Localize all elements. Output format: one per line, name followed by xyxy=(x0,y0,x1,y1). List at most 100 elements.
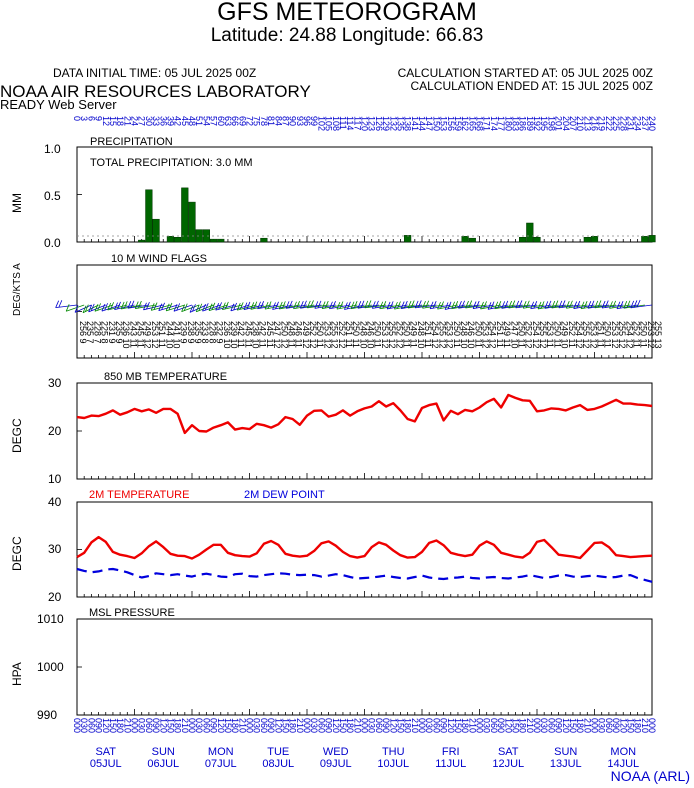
wind-barb-feather xyxy=(504,300,509,309)
wind-barb-feather xyxy=(480,301,484,310)
wind-label: 250 11 xyxy=(351,321,361,348)
wind-label: 236 10 xyxy=(222,321,232,349)
wind-barb-feather xyxy=(525,300,530,308)
hour-label-top: 15 xyxy=(108,116,118,126)
hour-label-top: 90 xyxy=(288,116,298,126)
wind-label: 250 11 xyxy=(473,321,483,348)
wind-barb-feather xyxy=(440,301,444,309)
hour-label-top: 93 xyxy=(295,116,305,126)
wind-barb-feather xyxy=(472,301,477,309)
hour-label-bottom: 120 xyxy=(273,718,283,733)
precip-bar xyxy=(260,237,268,243)
wind-barb-feather xyxy=(551,300,556,309)
wind-barb-feather xyxy=(324,300,329,309)
hour-label-top: 60 xyxy=(216,116,226,126)
wind-label: 238 9 xyxy=(186,321,196,344)
calc-ended: CALCULATION ENDED AT: 15 JUL 2025 00Z xyxy=(410,79,653,93)
hour-label-top: 135 xyxy=(395,116,405,131)
hour-label-top: 3 xyxy=(79,116,89,121)
wind-barb-feather xyxy=(82,305,87,313)
hour-label-bottom: 030 xyxy=(79,718,89,733)
hour-label-bottom: 060 xyxy=(201,718,211,733)
wind-label: 255 12 xyxy=(617,321,627,349)
wind-barb-feather xyxy=(630,300,635,309)
wind-barb-feather xyxy=(501,301,506,309)
precip-bar xyxy=(641,236,649,243)
hour-label-top: 132 xyxy=(388,116,398,131)
wind-barb-feather xyxy=(612,300,617,309)
wind-barb-feather xyxy=(508,300,513,309)
wind-label: 248 11 xyxy=(286,321,296,348)
mslp-ytick: 1000 xyxy=(37,660,64,674)
wind-barb-feather xyxy=(371,301,376,309)
day-label: SAT xyxy=(497,746,519,758)
wind-barb-feather xyxy=(432,301,437,309)
wind-barb-feather xyxy=(306,300,311,309)
day-label: SAT xyxy=(95,746,117,758)
hour-label-top: 159 xyxy=(453,116,463,131)
wind-barb-feather xyxy=(623,301,628,309)
wind-barb-feather xyxy=(360,300,365,308)
precip-bar xyxy=(526,222,534,243)
hour-label-top: 195 xyxy=(539,116,549,131)
hour-label-bottom: 210 xyxy=(237,718,247,733)
wind-label: 249 11 xyxy=(502,321,512,348)
page-title: GFS METEOROGRAM xyxy=(217,0,477,26)
day-label: SUN xyxy=(554,746,578,758)
wind-barb-feather xyxy=(181,304,185,312)
wind-barb-feather xyxy=(183,303,188,311)
precip-bar xyxy=(648,235,656,243)
page-subtitle: Latitude: 24.88 Longitude: 66.83 xyxy=(210,25,484,46)
wind-label: 251 11 xyxy=(423,321,433,348)
wind-barb-feather xyxy=(74,305,79,313)
wind-barb-feather xyxy=(487,302,492,310)
wind-label: 228 8 xyxy=(207,321,217,344)
hour-label-top: 72 xyxy=(245,116,255,126)
wind-label: 236 10 xyxy=(121,321,131,349)
wind-barb-feather xyxy=(515,300,520,309)
hour-label-bottom: 030 xyxy=(309,718,319,733)
wind-barb-feather xyxy=(447,301,452,309)
wind-barb-feather xyxy=(55,300,60,308)
wind-barb-feather xyxy=(150,303,155,311)
hour-label-bottom: 030 xyxy=(482,718,492,733)
date-label: 06JUL xyxy=(147,758,180,770)
wind-label: 251 11 xyxy=(157,321,167,348)
wind-barb-feather xyxy=(347,301,351,309)
wind-barb-feather xyxy=(198,303,203,311)
precip-ytick: 0.5 xyxy=(44,189,61,203)
wind-barb-feather xyxy=(204,303,209,311)
wind-barb-feather xyxy=(253,301,258,309)
credit-label: NOAA (ARL) xyxy=(610,768,690,784)
wind-label: 253 12 xyxy=(646,321,656,349)
hour-label-bottom: 180 xyxy=(575,718,585,733)
hour-label-bottom: 000 xyxy=(417,718,427,733)
hour-label-top: 198 xyxy=(546,116,556,131)
wind-label: 245 11 xyxy=(265,321,275,348)
wind-barb-feather xyxy=(494,301,499,309)
legend-2m-dew: 2M DEW POINT xyxy=(244,489,325,501)
hour-label-top: 138 xyxy=(403,116,413,131)
precip-bar xyxy=(533,237,541,243)
hour-label-bottom: 060 xyxy=(431,718,441,733)
wind-label: 254 12 xyxy=(430,321,440,349)
hour-label-top: 237 xyxy=(640,116,650,131)
wind-label: 242 11 xyxy=(236,321,246,348)
wind-barb-feather xyxy=(407,300,412,309)
panel-frame xyxy=(76,382,653,480)
hour-label-bottom: 120 xyxy=(331,718,341,733)
series-line-2-0 xyxy=(76,393,653,435)
wind-label: 253 12 xyxy=(588,321,598,349)
precip-bar xyxy=(188,201,196,243)
wind-label: 253 12 xyxy=(380,321,390,349)
hour-label-top: 210 xyxy=(575,116,585,131)
t850-title: 850 MB TEMPERATURE xyxy=(104,371,228,383)
wind-barb-feather xyxy=(120,301,125,310)
hour-label-top: 204 xyxy=(561,116,571,131)
wind-barb-feather xyxy=(101,303,106,312)
wind-barb-feather xyxy=(626,300,631,308)
wind-barb-feather xyxy=(329,301,333,309)
wind-barb-feather xyxy=(299,301,304,309)
date-label: 08JUL xyxy=(262,758,295,770)
hour-label-bottom: 000 xyxy=(187,718,197,733)
